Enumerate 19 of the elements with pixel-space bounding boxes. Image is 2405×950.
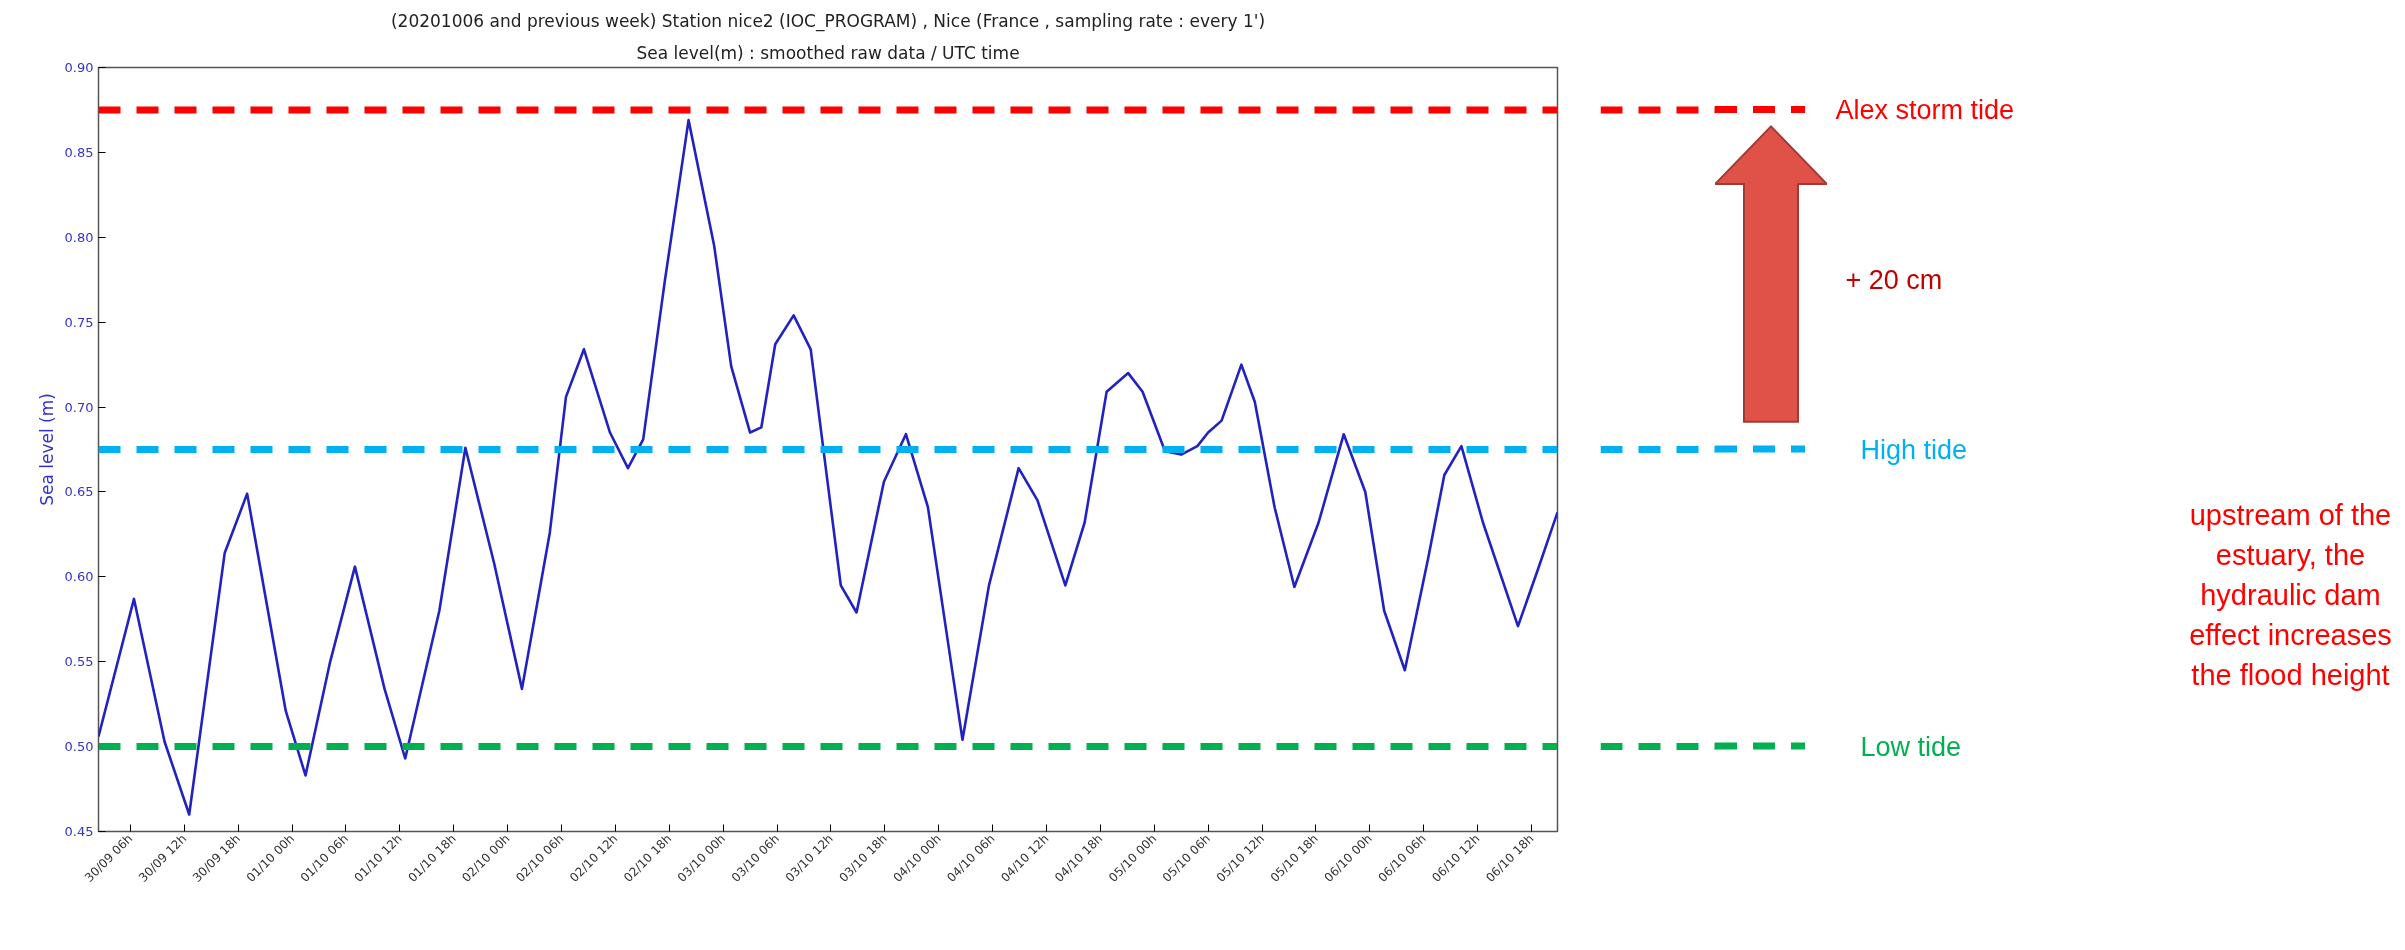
y-tick-label: 0.45 (64, 824, 94, 839)
y-tick-label: 0.75 (64, 314, 94, 330)
y-tick-label: 0.80 (64, 229, 94, 245)
y-tick-label: 0.60 (64, 569, 94, 585)
y-tick-label: 0.85 (64, 144, 94, 160)
ref-line-label: Alex storm tide (1835, 94, 2015, 125)
y-axis-title: Sea level (m) (36, 393, 57, 506)
y-tick-label: 0.50 (64, 739, 94, 755)
y-tick-label: 0.55 (64, 654, 94, 670)
y-tick-label: 0.70 (64, 399, 94, 415)
text: upstream of the estuary, the hydraulic dam effect increases the flood height (2189, 498, 2392, 691)
y-tick-label: 0.90 (64, 60, 94, 75)
ref-line-label: High tide (1860, 434, 1968, 465)
ref-line-label: Low tide (1860, 731, 1962, 762)
text: + 20 cm (1845, 264, 1943, 295)
chart-subtitle: Sea level(m) : smoothed raw data / UTC time (636, 42, 1020, 63)
chart-title: (20201006 and previous week) Station nice2 (IOC_PROGRAM) , Nice (France , sampling rate : every 1') (390, 10, 1266, 32)
y-tick-label: 0.65 (64, 484, 94, 500)
line-series (98, 118, 1558, 816)
